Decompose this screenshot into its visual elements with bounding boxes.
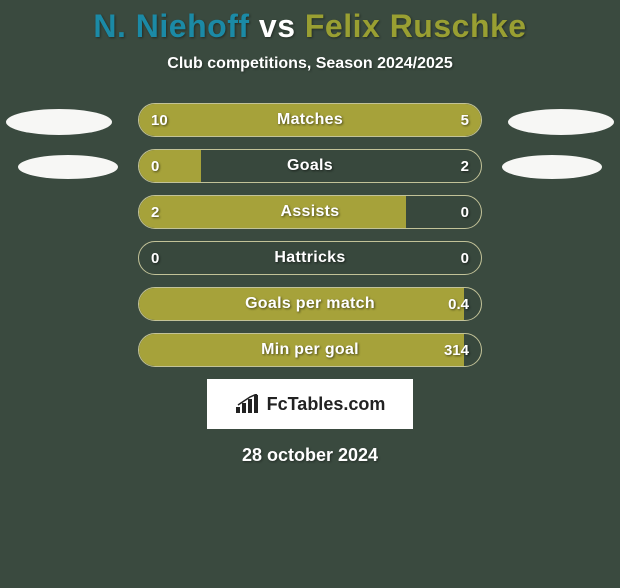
stat-value-right: 2: [461, 150, 469, 182]
stat-value-left: 2: [151, 196, 159, 228]
player1-club-placeholder: [18, 155, 118, 179]
stat-row: Assists2 0: [138, 195, 482, 229]
stat-value-left: 0: [151, 242, 159, 274]
branding-box: FcTables.com: [207, 379, 413, 429]
player1-name: N. Niehoff: [93, 8, 249, 44]
stat-label: Min per goal: [139, 334, 481, 366]
comparison-title: N. Niehoff vs Felix Ruschke: [0, 8, 620, 45]
chart-area: Matches105Goals02Assists20Hattricks00Goa…: [0, 103, 620, 367]
stat-label: Hattricks: [139, 242, 481, 274]
player1-photo-placeholder: [6, 109, 112, 135]
stat-row: Min per goal314: [138, 333, 482, 367]
stat-value-right: 5: [461, 104, 469, 136]
player2-name: Felix Ruschke: [305, 8, 527, 44]
branding-text: FcTables.com: [267, 394, 386, 415]
date-label: 28 october 2024: [0, 445, 620, 466]
stat-row: Goals0 2: [138, 149, 482, 183]
stat-value-right: 0: [461, 242, 469, 274]
stat-label: Matches: [139, 104, 481, 136]
branding-chart-icon: [235, 394, 261, 414]
stat-label: Goals: [139, 150, 481, 182]
player2-photo-placeholder: [508, 109, 614, 135]
stat-label: Assists: [139, 196, 481, 228]
stat-value-right: 0: [461, 196, 469, 228]
stat-value-right: 0.4: [448, 288, 469, 320]
subtitle: Club competitions, Season 2024/2025: [0, 55, 620, 73]
stat-rows: Matches105Goals02Assists20Hattricks00Goa…: [138, 103, 482, 367]
vs-text: vs: [259, 8, 296, 44]
stat-row: Goals per match0.4: [138, 287, 482, 321]
stat-row: Hattricks0 0: [138, 241, 482, 275]
stat-value-left: 0: [151, 150, 159, 182]
player2-club-placeholder: [502, 155, 602, 179]
stat-value-right: 314: [444, 334, 469, 366]
stat-label: Goals per match: [139, 288, 481, 320]
stat-value-left: 10: [151, 104, 168, 136]
stat-row: Matches10 5: [138, 103, 482, 137]
